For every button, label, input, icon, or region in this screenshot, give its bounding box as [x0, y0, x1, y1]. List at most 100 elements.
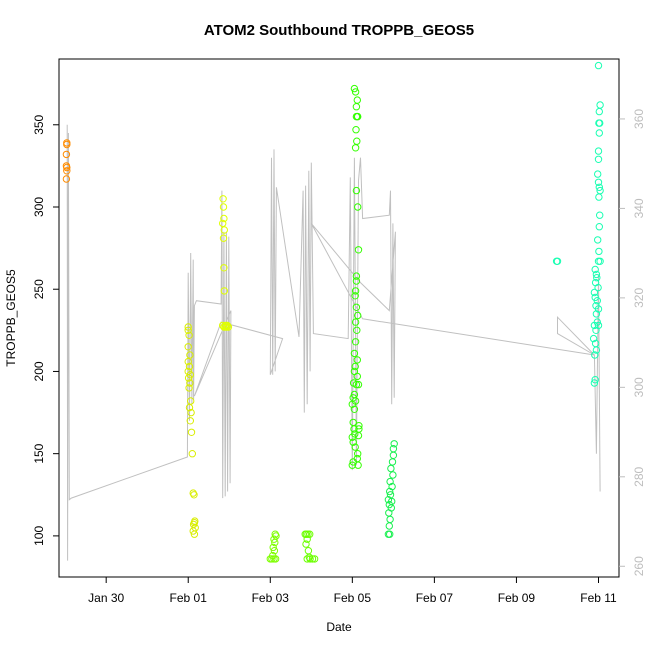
data-point: [306, 555, 314, 563]
x-tick-label: Feb 01: [170, 591, 208, 605]
data-point: [184, 374, 193, 382]
trace-line: [66, 124, 601, 561]
data-point: [354, 461, 362, 469]
data-point: [351, 318, 360, 326]
data-point: [386, 515, 394, 524]
data-point: [590, 321, 599, 330]
data-point: [352, 126, 360, 134]
data-point: [351, 88, 360, 96]
data-point: [63, 167, 71, 175]
data-point: [350, 349, 359, 358]
data-point: [190, 530, 199, 538]
data-point: [63, 163, 71, 172]
data-point: [185, 362, 194, 371]
data-point: [352, 272, 361, 280]
data-point: [186, 417, 195, 425]
data-point: [388, 482, 396, 491]
data-point: [595, 223, 603, 231]
data-point: [184, 326, 192, 334]
right-y-tick-label: 360: [632, 109, 646, 129]
y-tick-label: 350: [32, 114, 46, 134]
data-point: [593, 274, 601, 282]
data-point: [351, 287, 360, 295]
data-point: [590, 288, 599, 297]
data-point: [190, 491, 198, 499]
data-point: [352, 380, 361, 389]
data-point: [349, 458, 357, 466]
data-point: [269, 543, 277, 552]
data-point: [353, 326, 361, 334]
data-point: [354, 203, 362, 211]
data-point: [351, 443, 359, 451]
data-points-group: [62, 61, 604, 563]
y-tick-label: 300: [32, 197, 46, 217]
data-point: [348, 461, 356, 469]
data-point: [219, 195, 227, 203]
x-axis-label: Date: [326, 620, 352, 634]
data-point: [595, 183, 603, 192]
data-point: [62, 175, 71, 183]
data-point: [351, 362, 359, 371]
data-point: [388, 458, 397, 466]
data-point: [594, 147, 603, 155]
data-point: [184, 343, 192, 351]
data-point: [592, 270, 601, 279]
data-point: [591, 376, 599, 384]
data-point: [386, 491, 395, 499]
data-point: [352, 186, 361, 195]
data-point: [353, 96, 361, 104]
data-point: [594, 170, 602, 178]
data-point: [184, 323, 192, 331]
x-tick-label: Feb 03: [252, 591, 290, 605]
data-point: [349, 438, 357, 446]
data-point: [185, 403, 194, 412]
y-axis-left: 100 150 200 250 300 350: [32, 114, 59, 546]
data-point: [185, 384, 193, 392]
x-axis: Jan 30 Feb 01 Feb 03 Feb 05 Feb 07 Feb 09 Feb …: [88, 577, 617, 605]
data-point: [220, 214, 228, 223]
data-point: [303, 535, 311, 543]
data-point: [354, 450, 362, 458]
data-point: [269, 551, 277, 560]
data-point: [594, 283, 602, 292]
data-point: [270, 547, 279, 555]
data-point: [187, 428, 196, 436]
right-y-tick-label: 260: [632, 556, 646, 576]
data-point: [220, 264, 228, 272]
data-point: [389, 471, 397, 479]
data-point: [354, 112, 362, 121]
data-point: [589, 334, 598, 343]
data-point: [595, 107, 603, 116]
data-point: [390, 440, 398, 448]
data-point: [591, 265, 599, 274]
data-point: [308, 555, 317, 563]
right-y-tick-label: 340: [632, 198, 646, 218]
data-point: [591, 351, 599, 359]
data-point: [553, 257, 562, 265]
y-axis-right: 260 280 300 320 340 360: [619, 109, 646, 576]
right-y-tick-label: 320: [632, 288, 646, 308]
data-point: [188, 450, 197, 458]
data-point: [355, 422, 363, 430]
data-point: [304, 547, 313, 555]
data-point: [187, 408, 195, 417]
data-point: [386, 477, 394, 486]
y-tick-label: 100: [32, 526, 46, 546]
data-point: [593, 297, 601, 305]
plot-frame: [58, 58, 620, 578]
data-point: [594, 155, 603, 164]
data-point: [594, 236, 602, 244]
data-point: [595, 193, 603, 201]
data-point: [185, 331, 193, 339]
data-point: [353, 137, 361, 145]
data-point: [63, 140, 71, 149]
data-point: [349, 418, 357, 427]
data-point: [596, 257, 604, 265]
data-point: [354, 311, 362, 320]
data-point: [596, 101, 604, 109]
data-point: [348, 400, 356, 408]
data-point: [220, 226, 229, 234]
data-point: [187, 397, 195, 405]
x-tick-label: Feb 05: [334, 591, 372, 605]
